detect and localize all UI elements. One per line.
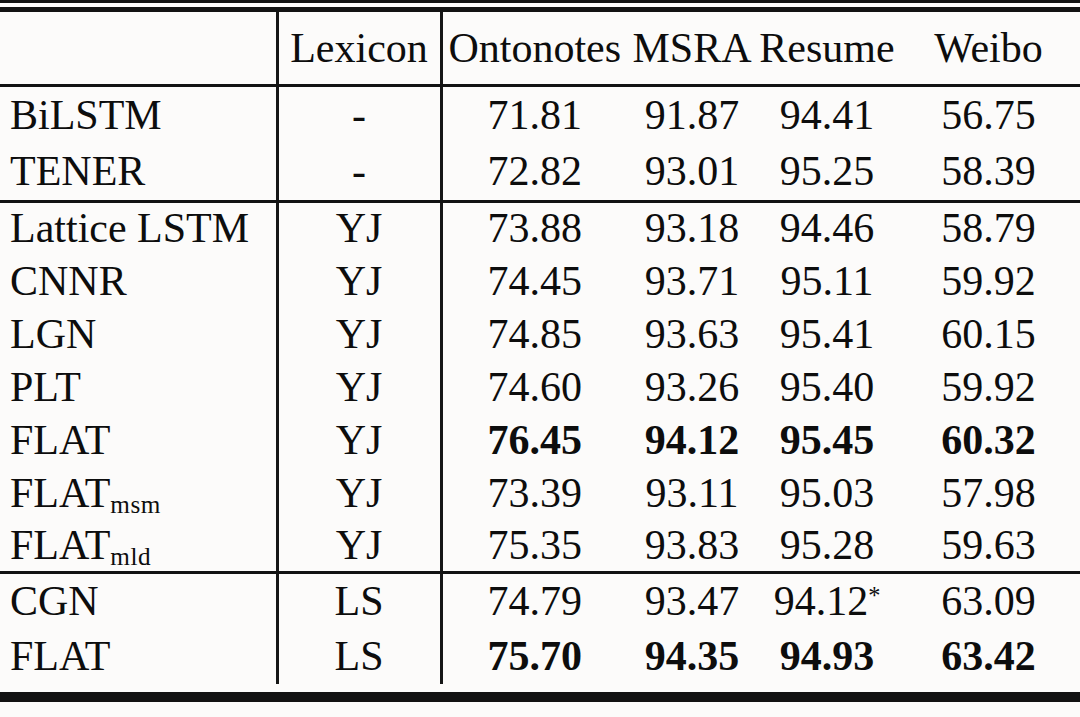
score-cell: 74.79 [441,572,627,628]
table-row: Lattice LSTMYJ73.8893.1894.4658.79 [0,201,1080,254]
score-cell: 59.63 [897,519,1080,572]
score-cell: 71.81 [441,85,627,143]
score-cell: 56.75 [897,85,1080,143]
score-cell: 93.11 [627,466,757,519]
paper-results-table-figure: Lexicon Ontonotes MSRA Resume Weibo BiLS… [0,0,1080,717]
table-row: FLATmldYJ75.3593.8395.2859.63 [0,519,1080,572]
score-cell: 63.09 [897,572,1080,628]
model-name-cell: LGN [0,307,277,360]
score-cell: 95.03 [757,466,897,519]
header-model-cell [0,12,277,85]
score-cell: 59.92 [897,360,1080,413]
table-row: CNNRYJ74.4593.7195.1159.92 [0,254,1080,307]
score-cell: 93.01 [627,143,757,201]
table-row: CGNLS74.7993.4794.12*63.09 [0,572,1080,628]
score-cell: 74.85 [441,307,627,360]
lexicon-cell: YJ [277,307,441,360]
model-name-cell: Lattice LSTM [0,201,277,254]
section-ls-lexicon: CGNLS74.7993.4794.12*63.09FLATLS75.7094.… [0,572,1080,684]
score-cell: 95.11 [757,254,897,307]
score-cell: 72.82 [441,143,627,201]
score-cell: 95.41 [757,307,897,360]
lexicon-cell: LS [277,628,441,684]
score-cell: 94.93 [757,628,897,684]
model-subscript-label: msm [110,491,161,518]
lexicon-cell: YJ [277,413,441,466]
score-cell: 57.98 [897,466,1080,519]
table-header: Lexicon Ontonotes MSRA Resume Weibo [0,12,1080,85]
table-row: PLTYJ74.6093.2695.4059.92 [0,360,1080,413]
score-cell: 95.40 [757,360,897,413]
score-cell: 75.35 [441,519,627,572]
table-row: TENER-72.8293.0195.2558.39 [0,143,1080,201]
lexicon-cell: YJ [277,360,441,413]
model-name-cell: FLATmsm [0,466,277,519]
results-table: Lexicon Ontonotes MSRA Resume Weibo BiLS… [0,12,1080,684]
score-cell: 73.88 [441,201,627,254]
score-cell: 94.41 [757,85,897,143]
section-no-lexicon: BiLSTM-71.8191.8794.4156.75TENER-72.8293… [0,85,1080,201]
score-cell: 63.42 [897,628,1080,684]
score-cell: 93.26 [627,360,757,413]
score-cell: 93.63 [627,307,757,360]
model-name-cell: CNNR [0,254,277,307]
bottom-rule [0,692,1080,702]
table-row: FLATmsmYJ73.3993.1195.0357.98 [0,466,1080,519]
score-cell: 59.92 [897,254,1080,307]
lexicon-cell: YJ [277,201,441,254]
model-name-cell: FLATmld [0,519,277,572]
model-name-cell: FLAT [0,628,277,684]
score-cell: 60.32 [897,413,1080,466]
model-subscript-label: mld [110,543,151,570]
score-cell: 74.45 [441,254,627,307]
model-name-cell: CGN [0,572,277,628]
model-name-cell: PLT [0,360,277,413]
score-cell: 74.60 [441,360,627,413]
lexicon-cell: - [277,85,441,143]
lexicon-cell: YJ [277,519,441,572]
score-cell: 58.39 [897,143,1080,201]
table-row: BiLSTM-71.8191.8794.4156.75 [0,85,1080,143]
header-dataset-resume: Resume [757,12,897,85]
score-cell: 73.39 [441,466,627,519]
table-row: FLATYJ76.4594.1295.4560.32 [0,413,1080,466]
section-yj-lexicon: Lattice LSTMYJ73.8893.1894.4658.79CNNRYJ… [0,201,1080,572]
model-name-cell: FLAT [0,413,277,466]
score-cell: 93.83 [627,519,757,572]
score-cell: 75.70 [441,628,627,684]
lexicon-cell: YJ [277,466,441,519]
lexicon-cell: LS [277,572,441,628]
score-cell: 95.25 [757,143,897,201]
score-cell: 94.46 [757,201,897,254]
table-row: FLATLS75.7094.3594.9363.42 [0,628,1080,684]
score-cell: 76.45 [441,413,627,466]
lexicon-cell: YJ [277,254,441,307]
header-dataset-msra: MSRA [627,12,757,85]
header-lexicon-cell: Lexicon [277,12,441,85]
lexicon-cell: - [277,143,441,201]
header-row: Lexicon Ontonotes MSRA Resume Weibo [0,12,1080,85]
score-cell: 60.15 [897,307,1080,360]
model-name-cell: TENER [0,143,277,201]
score-cell: 91.87 [627,85,757,143]
score-cell: 58.79 [897,201,1080,254]
table-row: LGNYJ74.8593.6395.4160.15 [0,307,1080,360]
score-cell: 95.45 [757,413,897,466]
asterisk-mark: * [868,582,880,609]
model-name-cell: BiLSTM [0,85,277,143]
score-cell: 93.71 [627,254,757,307]
score-cell: 93.47 [627,572,757,628]
header-dataset-weibo: Weibo [897,12,1080,85]
score-cell: 95.28 [757,519,897,572]
score-cell: 94.12* [757,572,897,628]
header-dataset-ontonotes: Ontonotes [441,12,627,85]
score-cell: 94.35 [627,628,757,684]
score-cell: 93.18 [627,201,757,254]
score-cell: 94.12 [627,413,757,466]
